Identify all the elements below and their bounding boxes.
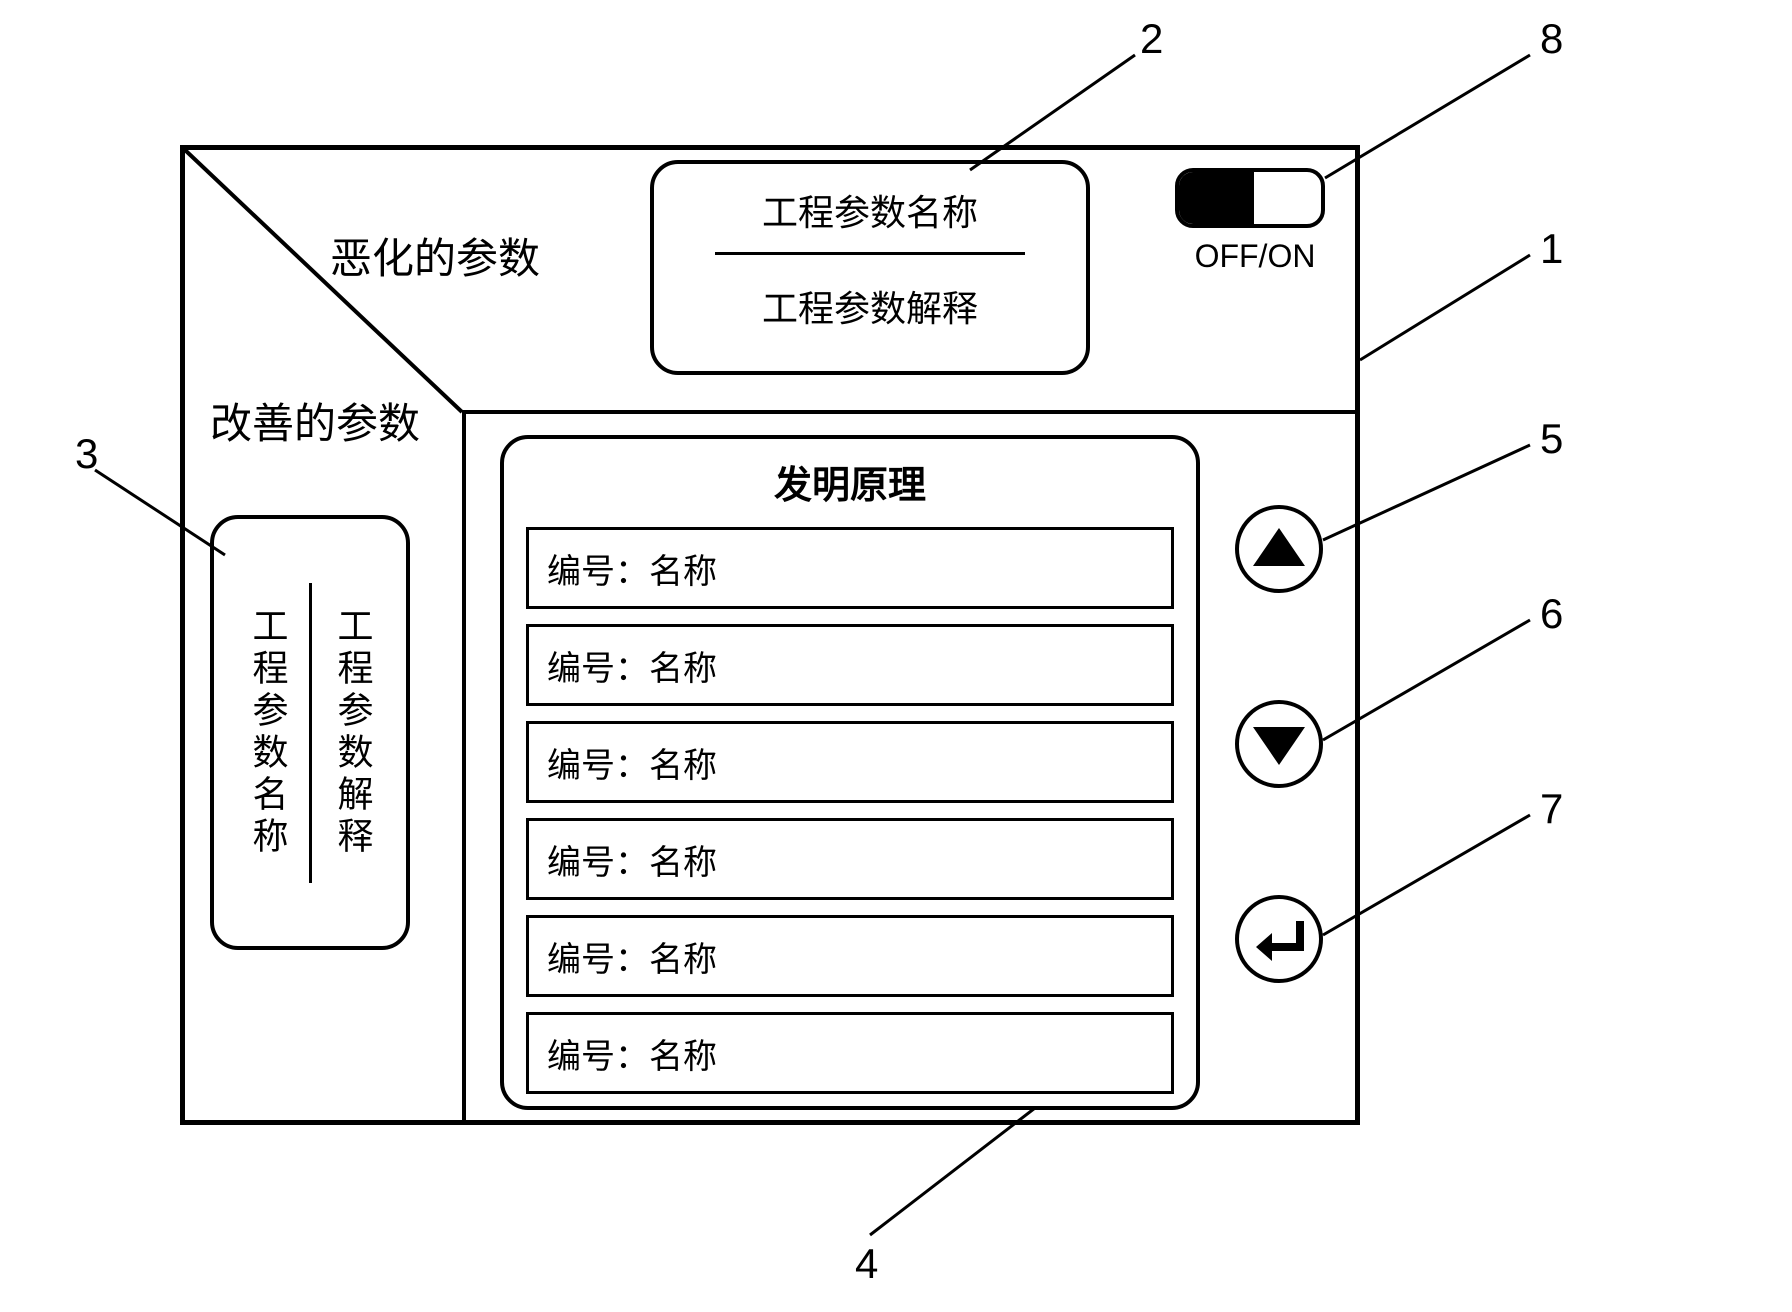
callout-6: 6 [1540,590,1563,638]
vertical-divider [462,410,466,1125]
principle-item[interactable]: 编号：名称 [526,527,1174,609]
principle-item[interactable]: 编号：名称 [526,818,1174,900]
left-param-divider [309,583,312,883]
callout-8: 8 [1540,15,1563,63]
left-param-explain: 工程参数解释 [327,607,379,859]
principles-title: 发明原理 [526,454,1174,509]
callout-1: 1 [1540,225,1563,273]
off-on-toggle[interactable] [1175,168,1325,228]
down-button[interactable] [1235,700,1323,788]
top-parameter-card: 工程参数名称 工程参数解释 [650,160,1090,375]
worsening-parameter-label: 恶化的参数 [330,225,540,286]
callout-3: 3 [75,430,98,478]
improving-parameter-label: 改善的参数 [210,390,420,451]
horizontal-divider [462,410,1360,414]
principle-item[interactable]: 编号：名称 [526,915,1174,997]
callout-5: 5 [1540,415,1563,463]
principle-item[interactable]: 编号：名称 [526,721,1174,803]
left-parameter-card: 工程参数名称 工程参数解释 [210,515,410,950]
left-param-name: 工程参数名称 [242,607,294,859]
callout-4: 4 [855,1240,878,1288]
triangle-down-icon [1253,727,1305,765]
toggle-knob [1179,172,1254,224]
toggle-label: OFF/ON [1180,238,1330,275]
top-param-name: 工程参数名称 [762,184,978,244]
top-param-explain: 工程参数解释 [654,280,1086,332]
up-button[interactable] [1235,505,1323,593]
enter-button[interactable] [1235,895,1323,983]
callout-7: 7 [1540,785,1563,833]
callout-2: 2 [1140,15,1163,63]
invention-principles-panel: 发明原理 编号：名称 编号：名称 编号：名称 编号：名称 编号：名称 编号：名称 [500,435,1200,1110]
enter-arrow-icon [1254,917,1304,962]
triangle-up-icon [1253,528,1305,566]
principle-item[interactable]: 编号：名称 [526,624,1174,706]
principle-item[interactable]: 编号：名称 [526,1012,1174,1094]
top-param-divider [715,252,1025,255]
diagram-canvas: 工程参数名称 工程参数解释 恶化的参数 改善的参数 工程参数名称 工程参数解释 … [0,0,1792,1312]
